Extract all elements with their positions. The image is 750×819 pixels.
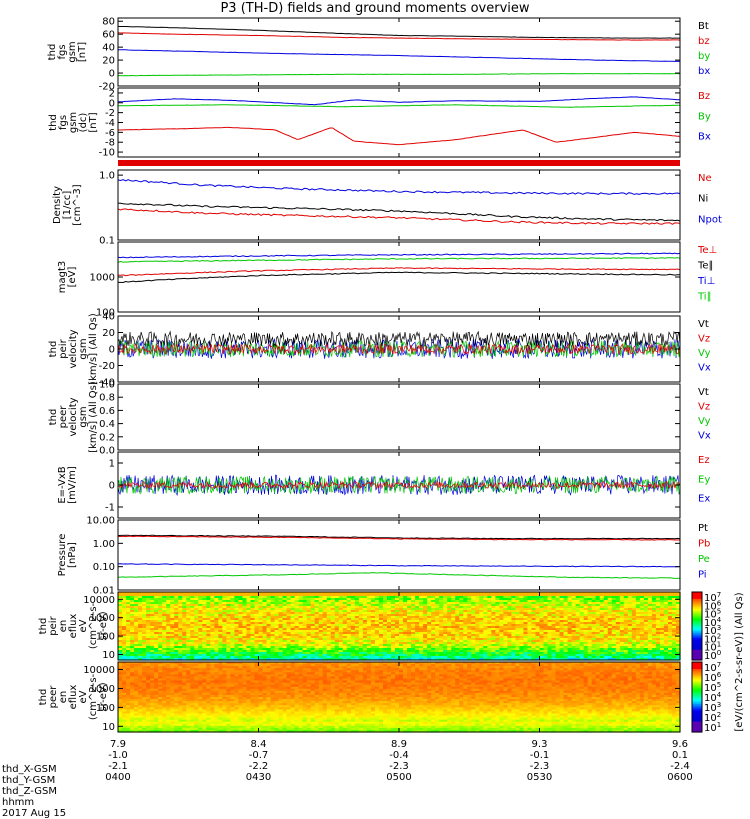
series-line-te∥: [118, 272, 680, 282]
y-tick-label: 0.2: [99, 432, 115, 443]
y-tick-label: 0.6: [99, 406, 115, 417]
series-line-bz: [118, 33, 680, 40]
y-tick-label: 1000: [90, 273, 115, 284]
series-line-ti∥: [118, 258, 680, 263]
series-line-bz: [118, 127, 680, 144]
series-line-ni: [118, 203, 680, 221]
legend-vy: Vy: [698, 348, 711, 359]
legend-bx: bx: [698, 66, 710, 77]
y-tick-label: 0.10: [93, 562, 115, 573]
legend-bz: Bz: [698, 91, 710, 102]
panel-5: [118, 316, 680, 382]
legend-bz: bz: [698, 36, 710, 47]
series-line-by: [118, 105, 680, 108]
panel-6: [118, 384, 680, 450]
y-tick-label: 60: [102, 30, 115, 41]
y-tick-label: 20: [102, 328, 115, 339]
panel-3: [118, 170, 680, 240]
panel-frame: [118, 520, 680, 590]
series-line-pi: [118, 564, 680, 567]
y-tick-label: -20: [99, 361, 115, 372]
series-line-bx: [118, 50, 680, 62]
legend-vt: Vt: [698, 387, 709, 398]
y-tick-label: 10.00: [86, 516, 115, 527]
y-tick-label: 1: [109, 459, 115, 470]
panel-9: [118, 592, 681, 661]
legend-ex: Ex: [698, 494, 710, 505]
y-tick-label: 20: [102, 56, 115, 67]
y-tick-label: 0.4: [99, 419, 115, 430]
y-tick-label: 0: [109, 481, 115, 492]
y-tick-label: 80: [102, 17, 115, 28]
legend-vx: Vx: [698, 431, 711, 442]
legend-pi: Pi: [698, 570, 707, 581]
legend-pb: Pb: [698, 539, 710, 550]
legend-npot: Npot: [698, 214, 722, 225]
panel-frame: [118, 242, 680, 312]
y-tick-label: 0: [109, 69, 115, 80]
series-line-bx: [118, 97, 680, 105]
legend-te∥: Te∥: [697, 261, 714, 272]
legend-te⊥: Te⊥: [697, 245, 717, 256]
y-axis-label: [eV]: [67, 267, 78, 288]
legend-ey: Ey: [698, 474, 710, 485]
y-tick-label: 0.8: [99, 393, 115, 404]
y-tick-label: -1: [105, 503, 115, 514]
y-tick-label: 0: [109, 345, 115, 356]
legend-by: by: [698, 51, 710, 62]
y-axis-label: [km/s] (All Qs): [88, 313, 99, 385]
legend-vx: Vx: [698, 363, 711, 374]
legend-vt: Vt: [698, 319, 709, 330]
y-tick-label: 1.0: [99, 380, 115, 391]
y-axis-label: [nT]: [77, 42, 88, 62]
legend-vz: Vz: [698, 402, 710, 413]
panel-8: [118, 520, 680, 590]
panel-4: [118, 242, 680, 312]
series-line-by: [118, 74, 680, 76]
y-tick-label: 40: [102, 312, 115, 323]
series-line-npot: [118, 180, 680, 195]
series-line-vt: [118, 332, 680, 347]
y-tick-label: -10: [99, 148, 115, 159]
legend-bx: Bx: [698, 132, 711, 143]
legend-ni: Ni: [698, 194, 708, 205]
y-tick-label: 0.1: [99, 236, 115, 247]
panel-7: [118, 452, 680, 518]
legend-ez: Ez: [698, 455, 710, 466]
y-axis-label: [nT]: [88, 112, 99, 132]
legend-vy: Vy: [698, 416, 711, 427]
legend-ti⊥: Ti⊥: [697, 276, 715, 287]
legend-pt: Pt: [698, 523, 708, 534]
panel-1: [118, 18, 680, 86]
series-line-ti⊥: [118, 253, 680, 258]
series-line-pe: [118, 573, 680, 579]
y-axis-label: [nPa]: [67, 542, 78, 568]
panel-frame: [118, 384, 680, 450]
legend-pe: Pe: [698, 554, 710, 565]
y-axis-label: [cm^-3]: [72, 184, 83, 225]
y-tick-label: 1.0: [99, 171, 115, 182]
legend-ne: Ne: [698, 173, 712, 184]
legend-by: By: [698, 111, 711, 122]
panel-frame: [118, 170, 680, 240]
legend-vz: Vz: [698, 334, 710, 345]
y-tick-label: 0.0: [99, 446, 115, 457]
legend-bt: Bt: [698, 21, 709, 32]
legend-ti∥: Ti∥: [697, 292, 712, 303]
panel-2: [118, 88, 680, 157]
series-line-bt: [118, 26, 680, 38]
y-tick-label: 40: [102, 43, 115, 54]
y-axis-label: [km/s] (All Qs): [88, 381, 99, 453]
y-axis-label: [mV/m]: [67, 466, 78, 504]
y-tick-label: 1.00: [93, 539, 115, 550]
